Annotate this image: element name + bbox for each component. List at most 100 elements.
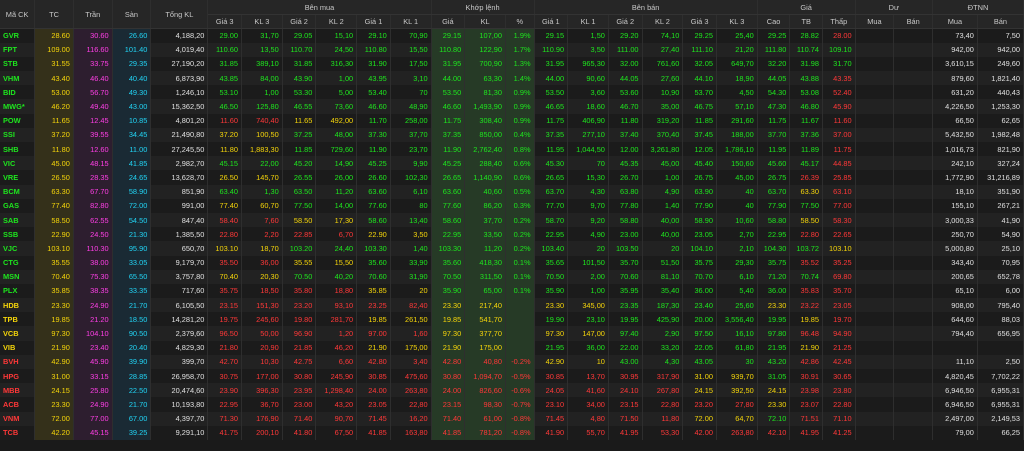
sym-cell[interactable]: TPB: [0, 312, 36, 327]
sym-cell[interactable]: VCB: [0, 326, 36, 341]
sym-cell[interactable]: POW: [0, 113, 36, 128]
sym-cell[interactable]: VIB: [0, 340, 36, 355]
stock-row[interactable]: TCB 42.20 45.15 39.25 9,291,10 41.75 200,10 41.…: [0, 425, 1024, 440]
stock-row[interactable]: POW 11.65 12.45 10.85 4,801,20 11.60 740,40 11.…: [0, 113, 1024, 128]
sym-cell[interactable]: MSN: [0, 269, 36, 284]
sym-cell[interactable]: BCM: [0, 184, 36, 199]
sym-cell[interactable]: VNM: [0, 411, 36, 426]
col-floor-header[interactable]: Sàn: [112, 0, 152, 29]
sym-cell[interactable]: HDB: [0, 298, 36, 313]
sym-cell[interactable]: GAS: [0, 198, 36, 213]
sell-price1-cell: 24.05: [534, 383, 569, 398]
total-volume-cell: 26,958,70: [150, 369, 209, 384]
match-vol-cell: 98,30: [464, 397, 506, 412]
sym-cell[interactable]: SSI: [0, 127, 36, 142]
stock-row[interactable]: PLX 35.85 38.35 33.35 717,60 35.75 18,50 35.80 1…: [0, 283, 1024, 299]
floor-price-cell: 24.65: [112, 170, 152, 185]
sym-cell[interactable]: VHM: [0, 71, 36, 86]
stock-row[interactable]: BID 53.00 56.70 49.30 1,246,10 53.10 1,00 53.30…: [0, 85, 1024, 100]
stock-row[interactable]: SAB 58.50 62.55 54.50 847,40 58.40 7,60 58.50 17…: [0, 212, 1024, 228]
sym-cell[interactable]: FPT: [0, 42, 36, 57]
col-ref-header[interactable]: TC: [34, 0, 74, 29]
col-ceiling-header[interactable]: Trần: [73, 0, 113, 29]
stock-row[interactable]: VIB 21.90 23.40 20.40 4,829,30 21.80 20,90 21.8…: [0, 340, 1024, 355]
sym-cell[interactable]: VIC: [0, 156, 36, 171]
col-sell-price2-header[interactable]: Giá 2: [608, 14, 643, 29]
col-sell-vol1-header[interactable]: KL 1: [567, 14, 609, 29]
col-buy-vol3-header[interactable]: KL 3: [241, 14, 283, 29]
stock-row[interactable]: MWG* 46.20 49.40 43.00 15,362,50 46.50 125,80 4…: [0, 99, 1024, 114]
col-symbol-header[interactable]: Mã CK: [0, 0, 36, 29]
sym-cell[interactable]: STB: [0, 56, 36, 72]
sym-cell[interactable]: SHB: [0, 142, 36, 157]
foreign-sell-cell: 54,90: [977, 227, 1024, 242]
remain-sell-cell: [893, 184, 934, 199]
col-remain-buy-header[interactable]: Mua: [855, 14, 895, 29]
stock-row[interactable]: MSN 70.40 75.30 65.50 3,757,80 70.40 20,30 70.5…: [0, 269, 1024, 284]
col-match-price-header[interactable]: Giá: [431, 14, 466, 29]
ref-price-cell: 35.85: [34, 283, 74, 299]
sym-cell[interactable]: CTG: [0, 255, 36, 270]
col-match-vol-header[interactable]: KL: [464, 14, 506, 29]
col-sell-vol3-header[interactable]: KL 3: [716, 14, 758, 29]
stock-row[interactable]: ACB 23.30 24.90 21.70 10,193,80 22.95 36,70 23.…: [0, 397, 1024, 412]
col-sell-price3-header[interactable]: Giá 3: [682, 14, 717, 29]
col-match-pct-header[interactable]: %: [505, 14, 535, 29]
col-foreign-buy-header[interactable]: Mua: [932, 14, 978, 29]
sell-price3-cell: 35.75: [682, 255, 717, 270]
sym-cell[interactable]: ACB: [0, 397, 36, 412]
stock-row[interactable]: GAS 77.40 82.80 72.00 991,00 77.40 60,70 77.50 1…: [0, 198, 1024, 213]
sym-cell[interactable]: BVH: [0, 354, 36, 369]
stock-row[interactable]: HPG 31.00 33.15 28.85 26,958,70 30.75 177,00 30…: [0, 369, 1024, 384]
sym-cell[interactable]: MBB: [0, 383, 36, 398]
stock-row[interactable]: GVR 28.60 30.60 26.60 4,188,20 29.00 31,70 29.0…: [0, 28, 1024, 43]
total-volume-cell: 9,291,10: [150, 425, 209, 440]
sym-cell[interactable]: GVR: [0, 28, 36, 43]
sell-vol1-cell: 3,60: [567, 85, 609, 100]
col-buy-vol1-header[interactable]: KL 1: [390, 14, 432, 29]
sym-cell[interactable]: VRE: [0, 170, 36, 185]
foreign-sell-cell: 1,982,48: [977, 127, 1024, 142]
col-avg-header[interactable]: TB: [789, 14, 823, 29]
stock-row[interactable]: VNM 72.00 77.00 67.00 4,397,70 71.30 176,90 71.…: [0, 411, 1024, 426]
stock-row[interactable]: CTG 35.55 38.00 33.05 9,179,70 35.50 36,00 35.5…: [0, 255, 1024, 270]
stock-row[interactable]: BCM 63.30 67.70 58.90 851,90 63.40 1,30 63.50 11…: [0, 184, 1024, 199]
sym-cell[interactable]: MWG*: [0, 99, 36, 114]
col-low-header[interactable]: Thấp: [822, 14, 856, 29]
stock-row[interactable]: SSB 22.90 24.50 21.30 1,385,50 22.80 2,20 22.85…: [0, 227, 1024, 242]
stock-row[interactable]: VIC 45.00 48.15 41.85 2,982,70 45.15 22,00 45.2…: [0, 156, 1024, 171]
stock-row[interactable]: MBB 24.15 25.80 22.50 20,474,60 23.90 396,30 23…: [0, 383, 1024, 398]
col-buy-vol2-header[interactable]: KL 2: [315, 14, 358, 29]
match-vol-cell: 107,00: [464, 28, 506, 43]
stock-row[interactable]: VJC 103.10 110.30 95.90 650,70 103.10 18,70 103…: [0, 241, 1024, 256]
col-buy-price1-header[interactable]: Giá 1: [356, 14, 391, 29]
col-sell-price1-header[interactable]: Giá 1: [534, 14, 569, 29]
stock-row[interactable]: FPT 109.00 116.60 101.40 4,019,40 110.60 13,50…: [0, 42, 1024, 57]
sym-cell[interactable]: SAB: [0, 212, 36, 228]
sym-cell[interactable]: VJC: [0, 241, 36, 256]
col-sell-vol2-header[interactable]: KL 2: [642, 14, 684, 29]
sym-cell[interactable]: BID: [0, 85, 36, 100]
stock-row[interactable]: VHM 43.40 46.40 40.40 6,873,90 43.85 84,00 43.9…: [0, 71, 1024, 86]
col-total-volume-header[interactable]: Tổng KL: [150, 0, 209, 29]
stock-row[interactable]: SSI 37.20 39.55 34.45 21,490,80 37.20 100,50 37…: [0, 127, 1024, 142]
sym-cell[interactable]: TCB: [0, 425, 36, 440]
stock-row[interactable]: TPB 19.85 21.20 18.50 14,281,20 19.75 245,60 19…: [0, 312, 1024, 327]
sym-cell[interactable]: HPG: [0, 369, 36, 384]
col-high-header[interactable]: Cao: [757, 14, 791, 29]
sell-vol3-cell: 3,556,40: [716, 312, 758, 327]
stock-row[interactable]: HDB 23.30 24.90 21.70 6,105,50 23.15 151,30 23.…: [0, 298, 1024, 313]
stock-row[interactable]: SHB 11.80 12.60 11.00 27,245,50 11.80 1,883,30…: [0, 142, 1024, 157]
col-remain-sell-header[interactable]: Bán: [893, 14, 934, 29]
stock-row[interactable]: BVH 42.90 45.90 39.90 399,70 42.70 10,30 42.75 6…: [0, 354, 1024, 369]
sym-cell[interactable]: PLX: [0, 283, 36, 299]
col-buy-price2-header[interactable]: Giá 2: [282, 14, 317, 29]
col-buy-price3-header[interactable]: Giá 3: [207, 14, 243, 29]
stock-row[interactable]: VCB 97.30 104.10 90.50 2,379,60 96.50 50,00 96.…: [0, 326, 1024, 341]
remain-buy-cell: [855, 127, 895, 142]
stock-row[interactable]: STB 31.55 33.75 29.35 27,190,20 31.85 389,10 31…: [0, 56, 1024, 72]
sym-cell[interactable]: SSB: [0, 227, 36, 242]
stock-row[interactable]: VRE 26.50 28.35 24.65 13,628,70 26.50 145,70 26…: [0, 170, 1024, 185]
avg-price-cell: 43.88: [789, 71, 823, 86]
col-foreign-sell-header[interactable]: Bán: [977, 14, 1024, 29]
